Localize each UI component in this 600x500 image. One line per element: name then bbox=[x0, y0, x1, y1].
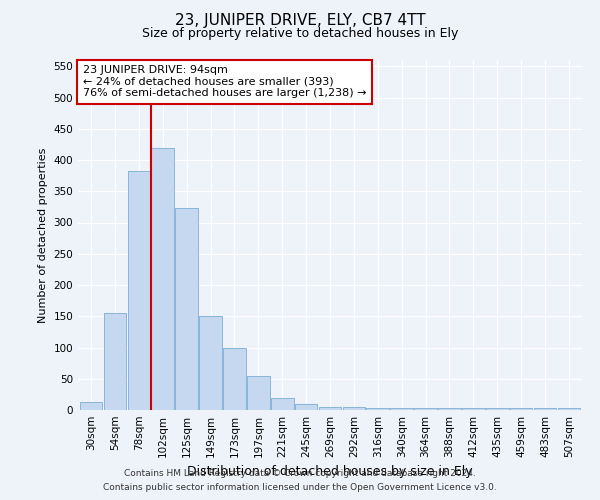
Bar bbox=[486, 408, 509, 410]
Bar bbox=[271, 398, 293, 410]
Bar bbox=[104, 313, 127, 410]
Bar bbox=[391, 408, 413, 410]
Bar bbox=[367, 408, 389, 410]
Bar bbox=[223, 348, 246, 410]
Bar bbox=[462, 408, 485, 410]
Bar bbox=[199, 316, 222, 410]
Bar bbox=[128, 170, 150, 410]
Bar bbox=[343, 407, 365, 410]
Bar bbox=[175, 208, 198, 410]
Bar bbox=[151, 148, 174, 410]
Bar bbox=[80, 402, 103, 410]
Bar bbox=[510, 408, 532, 410]
Bar bbox=[414, 408, 437, 410]
Bar bbox=[557, 408, 580, 410]
Y-axis label: Number of detached properties: Number of detached properties bbox=[38, 148, 48, 322]
Text: 23 JUNIPER DRIVE: 94sqm
← 24% of detached houses are smaller (393)
76% of semi-d: 23 JUNIPER DRIVE: 94sqm ← 24% of detache… bbox=[83, 66, 367, 98]
Text: 23, JUNIPER DRIVE, ELY, CB7 4TT: 23, JUNIPER DRIVE, ELY, CB7 4TT bbox=[175, 12, 425, 28]
Bar bbox=[438, 408, 461, 410]
Bar bbox=[247, 376, 269, 410]
Bar bbox=[295, 404, 317, 410]
Text: Size of property relative to detached houses in Ely: Size of property relative to detached ho… bbox=[142, 28, 458, 40]
X-axis label: Distribution of detached houses by size in Ely: Distribution of detached houses by size … bbox=[187, 466, 473, 478]
Bar bbox=[533, 408, 556, 410]
Text: Contains HM Land Registry data © Crown copyright and database right 2024.: Contains HM Land Registry data © Crown c… bbox=[124, 468, 476, 477]
Bar bbox=[319, 407, 341, 410]
Text: Contains public sector information licensed under the Open Government Licence v3: Contains public sector information licen… bbox=[103, 484, 497, 492]
